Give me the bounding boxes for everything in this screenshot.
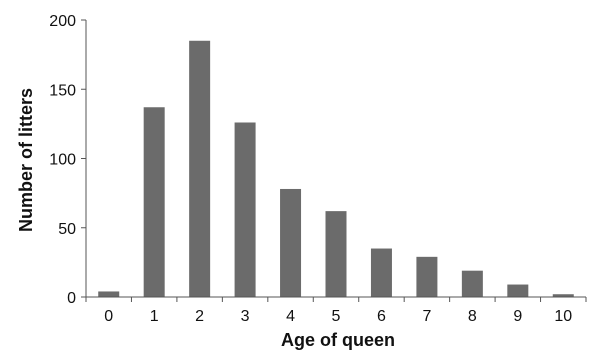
y-tick-label-100: 100 [49,152,76,169]
y-axis-ticks: 0 50 100 150 200 [49,13,86,307]
bar-2 [189,40,211,298]
x-tick-label-3: 3 [241,308,250,325]
bar-6 [370,248,392,297]
bar-5 [325,211,347,297]
bar-3 [234,122,256,298]
y-tick-label-50: 50 [58,221,76,238]
bar-1 [143,107,165,297]
x-axis-title: Age of queen [281,330,395,350]
y-tick-label-150: 150 [49,82,76,99]
bar-4 [280,188,302,297]
bar-10 [552,294,574,297]
y-tick-label-0: 0 [67,290,76,307]
x-tick-label-6: 6 [377,308,386,325]
x-tick-label-0: 0 [104,308,113,325]
x-tick-label-10: 10 [554,308,572,325]
y-tick-label-200: 200 [49,13,76,30]
y-axis-title: Number of litters [16,88,36,232]
plot-area: 0 50 100 150 200 0 1 2 3 4 5 6 7 8 9 10 [49,13,587,325]
bars-group [98,40,574,298]
bar-7 [416,256,438,297]
x-axis-ticks: 0 1 2 3 4 5 6 7 8 9 10 [85,297,587,325]
x-tick-label-5: 5 [332,308,341,325]
x-tick-label-2: 2 [195,308,204,325]
x-tick-label-1: 1 [150,308,159,325]
x-tick-label-4: 4 [286,308,295,325]
bar-9 [507,284,529,297]
x-tick-label-7: 7 [422,308,431,325]
x-tick-label-8: 8 [468,308,477,325]
x-tick-label-9: 9 [513,308,522,325]
bar-0 [98,291,120,297]
bar-8 [461,270,483,297]
